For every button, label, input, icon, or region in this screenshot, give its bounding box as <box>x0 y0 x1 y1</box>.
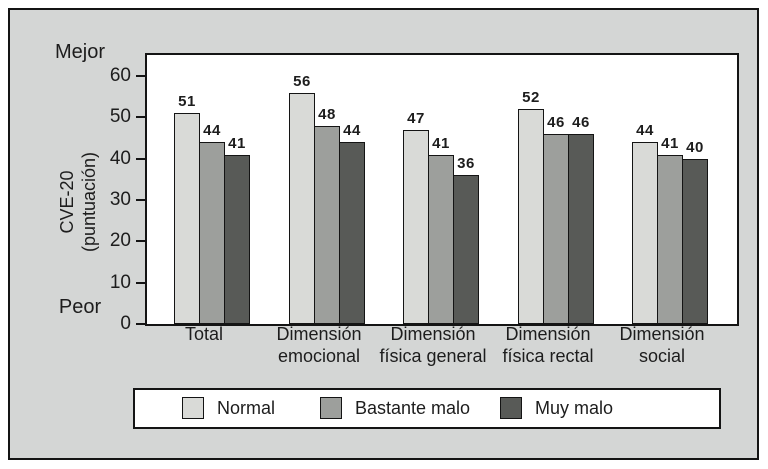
bar-value-label: 44 <box>343 122 361 139</box>
bar-value-label: 47 <box>407 110 425 127</box>
axis-annotation-worse: Peor <box>58 296 102 318</box>
y-tick-label: 10 <box>109 271 131 293</box>
bar <box>339 142 365 324</box>
bar <box>403 130 429 324</box>
legend-label: Bastante malo <box>355 398 471 418</box>
bar <box>428 155 454 324</box>
category-label: Dimensión física general <box>353 323 513 367</box>
bar <box>453 175 479 324</box>
bar <box>568 134 594 324</box>
bar-value-label: 46 <box>547 114 565 131</box>
bar-value-label: 51 <box>178 93 196 110</box>
y-tick-label: 30 <box>109 189 131 210</box>
chart-panel: Mejor Peor CVE-20 (puntuación) 0 10 20 30 40… <box>8 8 759 460</box>
y-tick-mark <box>136 157 145 160</box>
category-label-line: Total <box>184 324 224 344</box>
y-tick-mark <box>136 75 145 77</box>
y-tick-mark <box>136 116 145 119</box>
legend-swatch <box>182 397 204 419</box>
plot-area: 0 10 20 30 40 50 60 51 44 41 56 48 44 47 41 36 52 46 46 44 4… <box>110 53 739 334</box>
bar-value-label: 46 <box>572 114 590 131</box>
category-label-line: Dimensión <box>505 324 591 344</box>
bar <box>199 142 225 324</box>
category-label: Total <box>124 323 284 345</box>
bar-value-label: 48 <box>318 106 336 123</box>
legend-box: Normal Bastante malo Muy malo <box>133 388 721 429</box>
bar <box>518 109 544 324</box>
bar-value-label: 36 <box>457 155 475 172</box>
bar <box>289 93 315 324</box>
legend-label: Normal <box>217 398 276 418</box>
y-tick-label: 0 <box>120 313 131 334</box>
y-tick-label: 40 <box>109 147 131 169</box>
bar <box>657 155 683 324</box>
y-tick-label: 20 <box>109 230 131 252</box>
category-label-line: física general <box>379 346 487 366</box>
bar-value-label: 52 <box>522 89 540 106</box>
bar-value-label: 40 <box>686 139 704 156</box>
y-tick-mark <box>136 323 145 325</box>
y-axis-title-line1: CVE-20 <box>57 170 77 234</box>
bar <box>314 126 340 324</box>
bar-value-label: 44 <box>636 122 654 139</box>
bar-value-label: 56 <box>293 73 311 90</box>
category-label-line: Dimensión <box>619 324 705 344</box>
category-label-line: Dimensión <box>390 324 476 344</box>
y-tick-mark <box>136 240 145 243</box>
category-label: Dimensión física rectal <box>468 323 628 367</box>
bar <box>682 159 708 324</box>
category-label: Dimensión social <box>582 323 742 367</box>
y-tick-label: 50 <box>109 106 131 128</box>
y-tick-mark <box>136 199 145 201</box>
bar-value-label: 44 <box>203 122 221 139</box>
y-tick-label: 60 <box>109 65 131 86</box>
category-label-line: emocional <box>277 346 361 366</box>
bar <box>174 113 200 324</box>
legend-label: Muy malo <box>535 398 614 418</box>
category-label: Dimensión emocional <box>239 323 399 367</box>
category-label-line: Dimensión <box>276 324 362 344</box>
legend-swatch <box>320 397 342 419</box>
bar-value-label: 41 <box>228 135 246 152</box>
axis-annotation-better: Mejor <box>54 41 105 63</box>
category-label-line: social <box>638 346 686 366</box>
bar <box>224 155 250 324</box>
bar-value-label: 41 <box>661 135 679 152</box>
category-label-line: física rectal <box>502 346 594 366</box>
bar <box>543 134 569 324</box>
y-tick-mark <box>136 281 145 284</box>
bar-value-label: 41 <box>432 135 450 152</box>
bar <box>632 142 658 324</box>
legend-swatch <box>500 397 522 419</box>
